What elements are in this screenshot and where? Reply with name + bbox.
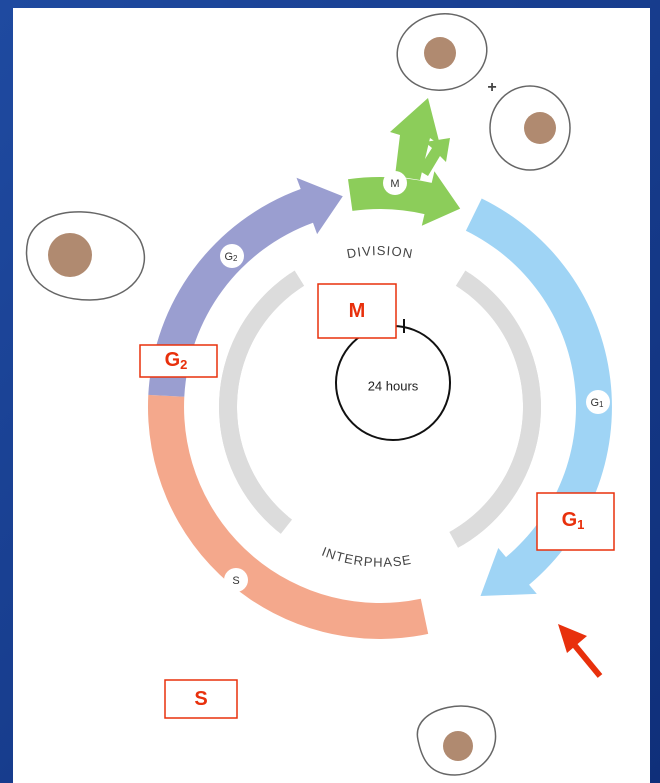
box-letter: G [165,349,181,371]
box-label: S [194,688,207,710]
phase-letter: M [390,178,399,190]
page: {"cycle": {"division": "DIVISION", "inte… [0,0,660,783]
duration-label: 24 hours [368,378,419,393]
phase-letter: G [224,251,233,263]
box-sub: 1 [577,517,584,532]
phase-sub: 1 [599,400,604,409]
phase-label: M [390,178,399,190]
diagram: + DIVISION INTERPHASE 24 hours M G2 G1 S… [0,0,660,783]
box-letter: M [349,300,366,322]
phase-label: S [232,575,239,587]
box-label: M [349,300,366,322]
box-letter: G [562,509,578,531]
box-letter: S [194,688,207,710]
phase-letter: S [232,575,239,587]
plus-sign: + [487,79,496,96]
phase-sub: 2 [233,254,238,263]
box-sub: 2 [180,357,187,372]
phase-letter: G [590,397,599,409]
